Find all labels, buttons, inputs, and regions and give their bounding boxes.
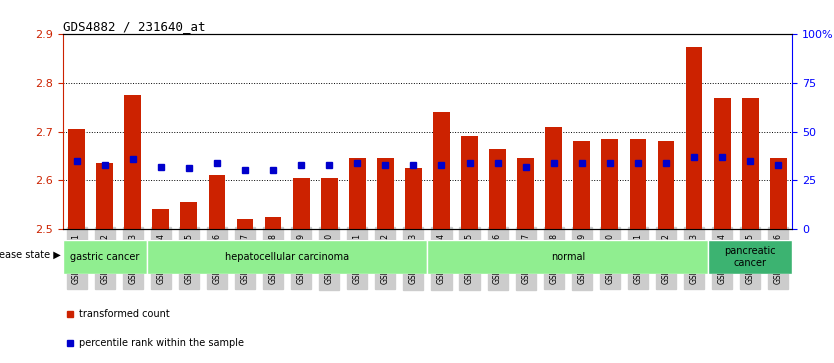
Bar: [96, 163, 113, 229]
Bar: [770, 158, 786, 229]
Bar: [433, 112, 450, 229]
Bar: [321, 178, 338, 229]
Bar: [714, 98, 731, 229]
Bar: [264, 217, 281, 229]
Bar: [405, 168, 422, 229]
Bar: [428, 240, 708, 274]
Text: hepatocellular carcinoma: hepatocellular carcinoma: [225, 252, 349, 262]
Text: pancreatic
cancer: pancreatic cancer: [725, 246, 776, 268]
Bar: [741, 98, 759, 229]
Text: normal: normal: [550, 252, 585, 262]
Bar: [573, 141, 590, 229]
Bar: [63, 240, 147, 274]
Bar: [630, 139, 646, 229]
Bar: [545, 127, 562, 229]
Text: transformed count: transformed count: [78, 309, 169, 319]
Bar: [657, 141, 675, 229]
Bar: [237, 219, 254, 229]
Bar: [293, 178, 309, 229]
Bar: [686, 46, 702, 229]
Bar: [377, 158, 394, 229]
Bar: [517, 158, 534, 229]
Bar: [208, 175, 225, 229]
Text: percentile rank within the sample: percentile rank within the sample: [78, 338, 244, 348]
Bar: [461, 136, 478, 229]
Bar: [490, 148, 506, 229]
Text: GDS4882 / 231640_at: GDS4882 / 231640_at: [63, 20, 205, 33]
Text: disease state ▶: disease state ▶: [0, 250, 61, 260]
Text: gastric cancer: gastric cancer: [70, 252, 139, 262]
Bar: [68, 129, 85, 229]
Bar: [708, 240, 792, 274]
Bar: [124, 95, 141, 229]
Bar: [147, 240, 427, 274]
Bar: [601, 139, 618, 229]
Bar: [349, 158, 365, 229]
Bar: [180, 202, 198, 229]
Bar: [153, 209, 169, 229]
